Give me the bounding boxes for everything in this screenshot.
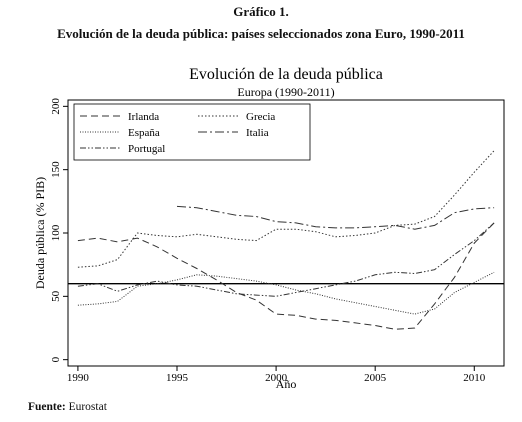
y-tick-label: 150 xyxy=(50,161,62,178)
series-line-italia xyxy=(176,205,495,230)
figure-caption: Evolución de la deuda pública: países se… xyxy=(57,26,465,41)
x-tick-label: 2005 xyxy=(364,372,387,384)
y-axis-label: Deuda pública (% PIB) xyxy=(33,177,47,289)
series-line-grecia xyxy=(77,150,495,268)
figure-label: Gráfico 1. xyxy=(233,4,289,19)
legend-label-grecia: Grecia xyxy=(246,111,275,123)
x-tick-label: 2000 xyxy=(265,372,288,384)
legend-label-espana: España xyxy=(128,127,160,139)
source-text: Eurostat xyxy=(68,401,107,413)
series-line-irlanda xyxy=(77,222,495,330)
chart-title: Evolución de la deuda pública xyxy=(189,66,383,83)
source-label: Fuente: xyxy=(28,401,66,413)
x-tick-label: 1995 xyxy=(166,372,189,384)
series-line-portugal xyxy=(77,222,495,297)
x-axis-label: Año xyxy=(276,377,297,391)
y-tick-label: 50 xyxy=(50,290,62,302)
source-note: Fuente: Eurostat xyxy=(28,401,107,413)
legend-label-portugal: Portugal xyxy=(128,143,165,155)
y-tick-label: 0 xyxy=(50,356,62,362)
legend-label-irlanda: Irlanda xyxy=(128,111,159,123)
y-tick-label: 200 xyxy=(50,98,62,115)
x-tick-label: 2010 xyxy=(463,372,486,384)
x-tick-label: 1990 xyxy=(67,372,90,384)
y-tick-label: 100 xyxy=(50,224,62,241)
legend-label-italia: Italia xyxy=(246,127,269,139)
chart-subtitle: Europa (1990-2011) xyxy=(237,85,334,99)
series-line-espana xyxy=(77,271,495,315)
